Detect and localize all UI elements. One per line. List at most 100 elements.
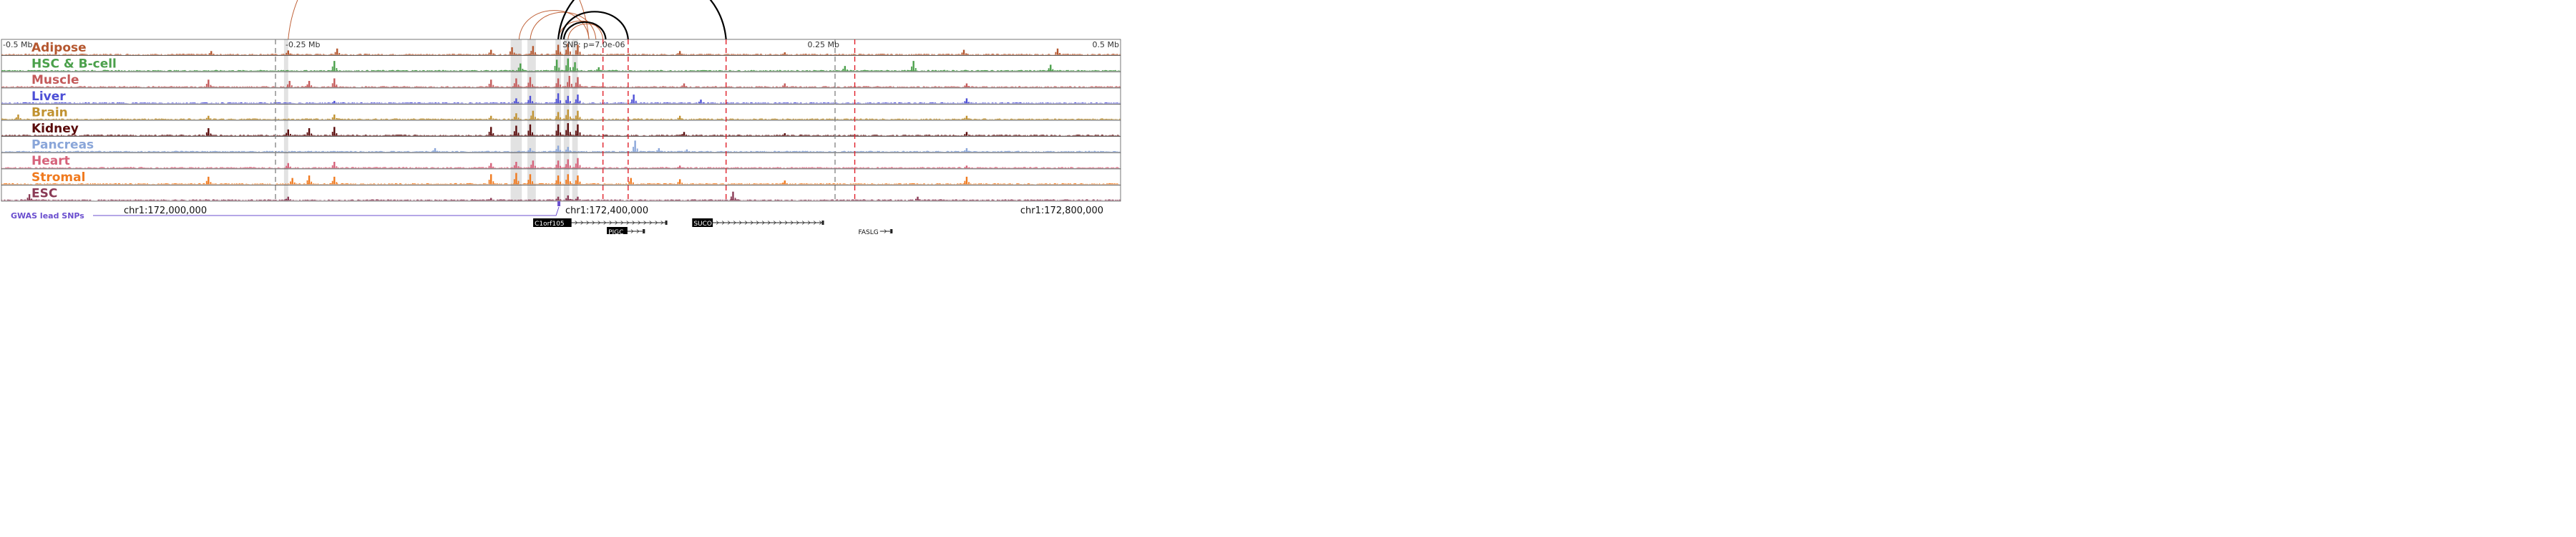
signal-peak [575, 198, 577, 200]
gene-strand-arrow [660, 221, 664, 225]
signal-peak [529, 174, 532, 185]
signal-peak [532, 160, 535, 168]
signal-peak [968, 135, 970, 136]
black-arc [560, 11, 629, 40]
signal-peak [515, 98, 517, 104]
gene-strand-arrow [575, 221, 578, 225]
signal-peak [579, 84, 581, 87]
signal-peak [702, 102, 704, 104]
signal-peak [683, 83, 686, 87]
gene-label: PIGC [608, 229, 623, 234]
gene-strand-arrow [801, 221, 805, 225]
signal-peak [784, 133, 786, 136]
signal-peak [306, 180, 308, 185]
signal-peak [557, 112, 560, 120]
gene-strand-arrow [767, 221, 771, 225]
signal-peak [288, 81, 291, 87]
signal-peak [560, 199, 562, 200]
gene-exon [665, 221, 668, 225]
signal-peak [527, 130, 530, 136]
signal-peak [678, 115, 681, 120]
signal-peak [734, 198, 736, 200]
signal-peak [1048, 68, 1050, 72]
signal-peak [286, 132, 288, 136]
gene-exon [821, 221, 824, 225]
signal-peak [565, 115, 567, 120]
signal-peak [331, 66, 333, 72]
signal-peak [555, 116, 557, 120]
signal-peak [600, 69, 602, 72]
signal-peak [336, 166, 338, 168]
signal-peak [311, 85, 313, 87]
track-frame [1, 184, 1121, 202]
signal-peak [208, 79, 210, 87]
signal-peak [572, 67, 574, 72]
signal-peak [597, 67, 600, 72]
gene-label-box [607, 227, 628, 234]
signal-peak [517, 84, 519, 87]
signal-peak [333, 176, 336, 185]
signal-peak [681, 54, 683, 55]
signal-peak [965, 132, 968, 136]
signal-peak [532, 181, 533, 185]
signal-peak [632, 182, 634, 185]
signal-peak [287, 163, 289, 168]
signal-peak [698, 102, 700, 104]
signal-peak [31, 198, 33, 200]
signal-peak [964, 101, 966, 104]
signal-peak [490, 115, 492, 120]
signal-peak [681, 134, 683, 136]
signal-peak [579, 199, 581, 200]
signal-peak [210, 133, 212, 136]
signal-peak [308, 128, 311, 136]
signal-peak [630, 178, 632, 185]
signal-peak [560, 52, 562, 55]
signal-peak [700, 100, 702, 104]
signal-peak [965, 165, 968, 168]
signal-peak [911, 66, 912, 72]
track-label: Pancreas [31, 138, 94, 153]
signal-peak [560, 150, 562, 153]
signal-peak [1056, 48, 1059, 55]
signal-peak [434, 147, 436, 153]
signal-peak [205, 84, 208, 87]
signal-peak [784, 180, 786, 185]
signal-peak [530, 51, 532, 55]
signal-peak [965, 53, 967, 55]
signal-peak [1052, 69, 1054, 72]
gene-strand-arrow [750, 221, 753, 225]
signal-peak [331, 165, 333, 168]
signal-peak [513, 117, 515, 120]
scale-tick-label: 0.5 Mb [1093, 40, 1119, 49]
signal-peak [28, 194, 31, 200]
signal-peak [968, 182, 970, 185]
signal-peak [577, 44, 579, 55]
signal-peak [567, 159, 569, 168]
signal-peak [488, 117, 490, 120]
signal-peak [786, 54, 788, 55]
signal-peak [490, 198, 492, 200]
gene-strand-arrow [632, 221, 635, 225]
signal-peak [567, 195, 569, 200]
signal-peak [515, 162, 517, 168]
signal-peak [333, 162, 336, 168]
signal-peak [527, 100, 530, 104]
track-label: HSC & B-cell [31, 57, 117, 72]
signal-peak [555, 180, 557, 185]
signal-peak [336, 102, 338, 104]
signal-peak [577, 124, 579, 136]
signal-peak [786, 86, 788, 87]
signal-peak [678, 165, 681, 168]
signal-peak [677, 182, 679, 185]
signal-peak [293, 182, 296, 185]
signal-peak [565, 198, 567, 200]
signal-peak [681, 85, 683, 87]
signal-peak [577, 196, 579, 200]
signal-peak [488, 132, 490, 136]
signal-peak [333, 127, 336, 136]
signal-peak [331, 83, 333, 87]
signal-peak [331, 132, 333, 136]
signal-peak [336, 84, 338, 87]
signal-peak [529, 124, 532, 136]
